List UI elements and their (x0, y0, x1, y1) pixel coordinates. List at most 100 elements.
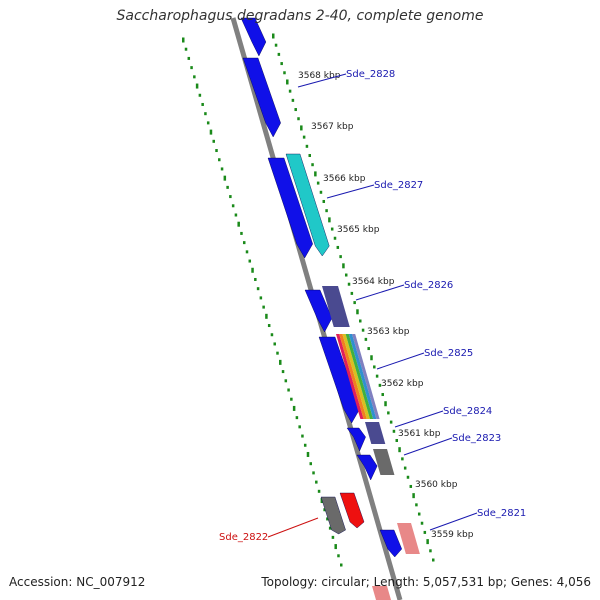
gene-label-sde-2827: Sde_2827 (374, 180, 423, 191)
gene-box-sde-2824 (365, 422, 386, 444)
gc-skew-track-dot (403, 466, 407, 470)
gc-track-dot (315, 480, 318, 484)
gc-track-dot (267, 324, 271, 328)
gc-skew-track-dot (420, 521, 424, 525)
gc-skew-track-dot (356, 309, 359, 315)
gc-track-dot (223, 175, 227, 181)
gc-skew-track-dot (328, 217, 331, 223)
gc-track-dot (295, 416, 299, 420)
gc-track-dot (193, 75, 196, 79)
gc-track-dot (326, 517, 329, 521)
gene-box-sde-2821 (397, 523, 420, 554)
gc-track-dot (182, 37, 185, 43)
gc-skew-track-dot (392, 429, 396, 433)
gc-track-dot (231, 204, 235, 208)
gc-skew-track-dot (406, 475, 410, 479)
gene-arrow-sde-2825 (318, 336, 360, 424)
gc-track-dot (312, 471, 315, 475)
scale-tick-label: 3568 kbp (298, 71, 341, 81)
gene-arrow-sde-2824 (346, 427, 366, 452)
gene-arrow-sde-2827b (285, 153, 330, 257)
gc-track-dot (284, 379, 288, 383)
gene-arrow-sde-2821 (379, 529, 402, 558)
gc-track-dot (240, 231, 243, 235)
gc-track-dot (248, 259, 252, 263)
gene-label-leader (429, 512, 478, 531)
gene-arrow-sde-2822 (320, 496, 346, 535)
gc-track-dot (237, 221, 240, 227)
gc-track-dot (259, 296, 263, 300)
gc-skew-track-dot (389, 420, 393, 424)
scale-tick-label: 3566 kbp (323, 174, 366, 184)
gene-label-leader (376, 352, 425, 370)
gene-box-sde-2823 (373, 449, 395, 475)
gc-skew-track-dot (336, 245, 340, 249)
gene-label-leader (403, 437, 453, 456)
scale-tick-label: 3562 kbp (381, 379, 424, 389)
gc-track-dot (184, 47, 188, 51)
gene-arrow-sde-2822b (339, 492, 365, 529)
gc-track-dot (187, 56, 191, 60)
gc-track-dot (279, 359, 282, 365)
gene-label-sde-2826: Sde_2826 (404, 280, 453, 291)
gc-skew-track-dot (288, 89, 292, 93)
gc-skew-track-dot (311, 163, 314, 167)
gc-skew-track-dot (339, 255, 342, 259)
gc-track-dot (320, 498, 324, 504)
gc-track-dot (245, 250, 249, 254)
gene-stripe-sde-2825 (339, 334, 367, 419)
gene-arrow-sde-2827 (267, 157, 313, 259)
gc-skew-track-dot (283, 71, 286, 75)
gene-stripe-sde-2825 (336, 334, 364, 419)
gc-skew-track-dot (359, 319, 362, 323)
gc-skew-track-dot (300, 125, 303, 131)
gc-track-dot (215, 149, 218, 153)
gene-stripe-sde-2825 (345, 334, 374, 419)
gc-skew-track-dot (398, 447, 401, 453)
gc-track-dot (226, 185, 229, 189)
gene-label-sde-2822: Sde_2822 (219, 532, 268, 543)
accession-label: Accession: NC_007912 (9, 575, 146, 589)
gc-track-dot (242, 241, 246, 245)
gc-track-dot (328, 526, 332, 530)
gene-stripe-sde-2825 (352, 334, 380, 419)
scale-tick-label: 3567 kbp (311, 122, 354, 132)
gc-skew-track-dot (426, 539, 429, 545)
gc-track-dot (290, 397, 293, 401)
gc-skew-track-dot (370, 355, 373, 361)
gc-skew-track-dot (409, 484, 413, 488)
gc-skew-track-dot (350, 291, 354, 295)
gc-track-dot (303, 443, 307, 447)
gene-arrow-sde-2823 (356, 454, 378, 481)
gc-track-dot (276, 351, 279, 355)
gc-skew-track-dot (286, 79, 289, 85)
gene-label-leader (297, 73, 347, 88)
gc-skew-track-dot (330, 227, 334, 231)
gc-track-dot (306, 451, 310, 457)
gc-skew-track-dot (314, 171, 317, 177)
gc-track-dot (190, 66, 193, 70)
gc-track-dot (254, 277, 257, 281)
gc-skew-track-dot (325, 209, 328, 213)
gc-skew-track-dot (384, 401, 387, 407)
gc-track-dot (323, 508, 326, 512)
gene-box-bottom (372, 586, 392, 600)
gc-track-dot (281, 370, 285, 374)
gc-track-dot (256, 287, 260, 291)
gc-track-dot (201, 102, 204, 106)
gene-label-leader (355, 284, 405, 301)
gc-track-dot (234, 213, 238, 217)
gc-track-dot (209, 129, 213, 135)
gc-skew-track-dot (417, 512, 421, 516)
gc-track-dot (301, 434, 304, 438)
gc-track-dot (198, 93, 202, 97)
gc-skew-track-dot (322, 199, 326, 203)
scale-tick-label: 3564 kbp (352, 277, 395, 287)
gc-skew-track-dot (274, 43, 278, 47)
gc-skew-track-dot (412, 493, 415, 499)
gc-track-dot (340, 563, 343, 567)
scale-tick-label: 3565 kbp (337, 225, 380, 235)
gc-track-dot (292, 405, 296, 411)
